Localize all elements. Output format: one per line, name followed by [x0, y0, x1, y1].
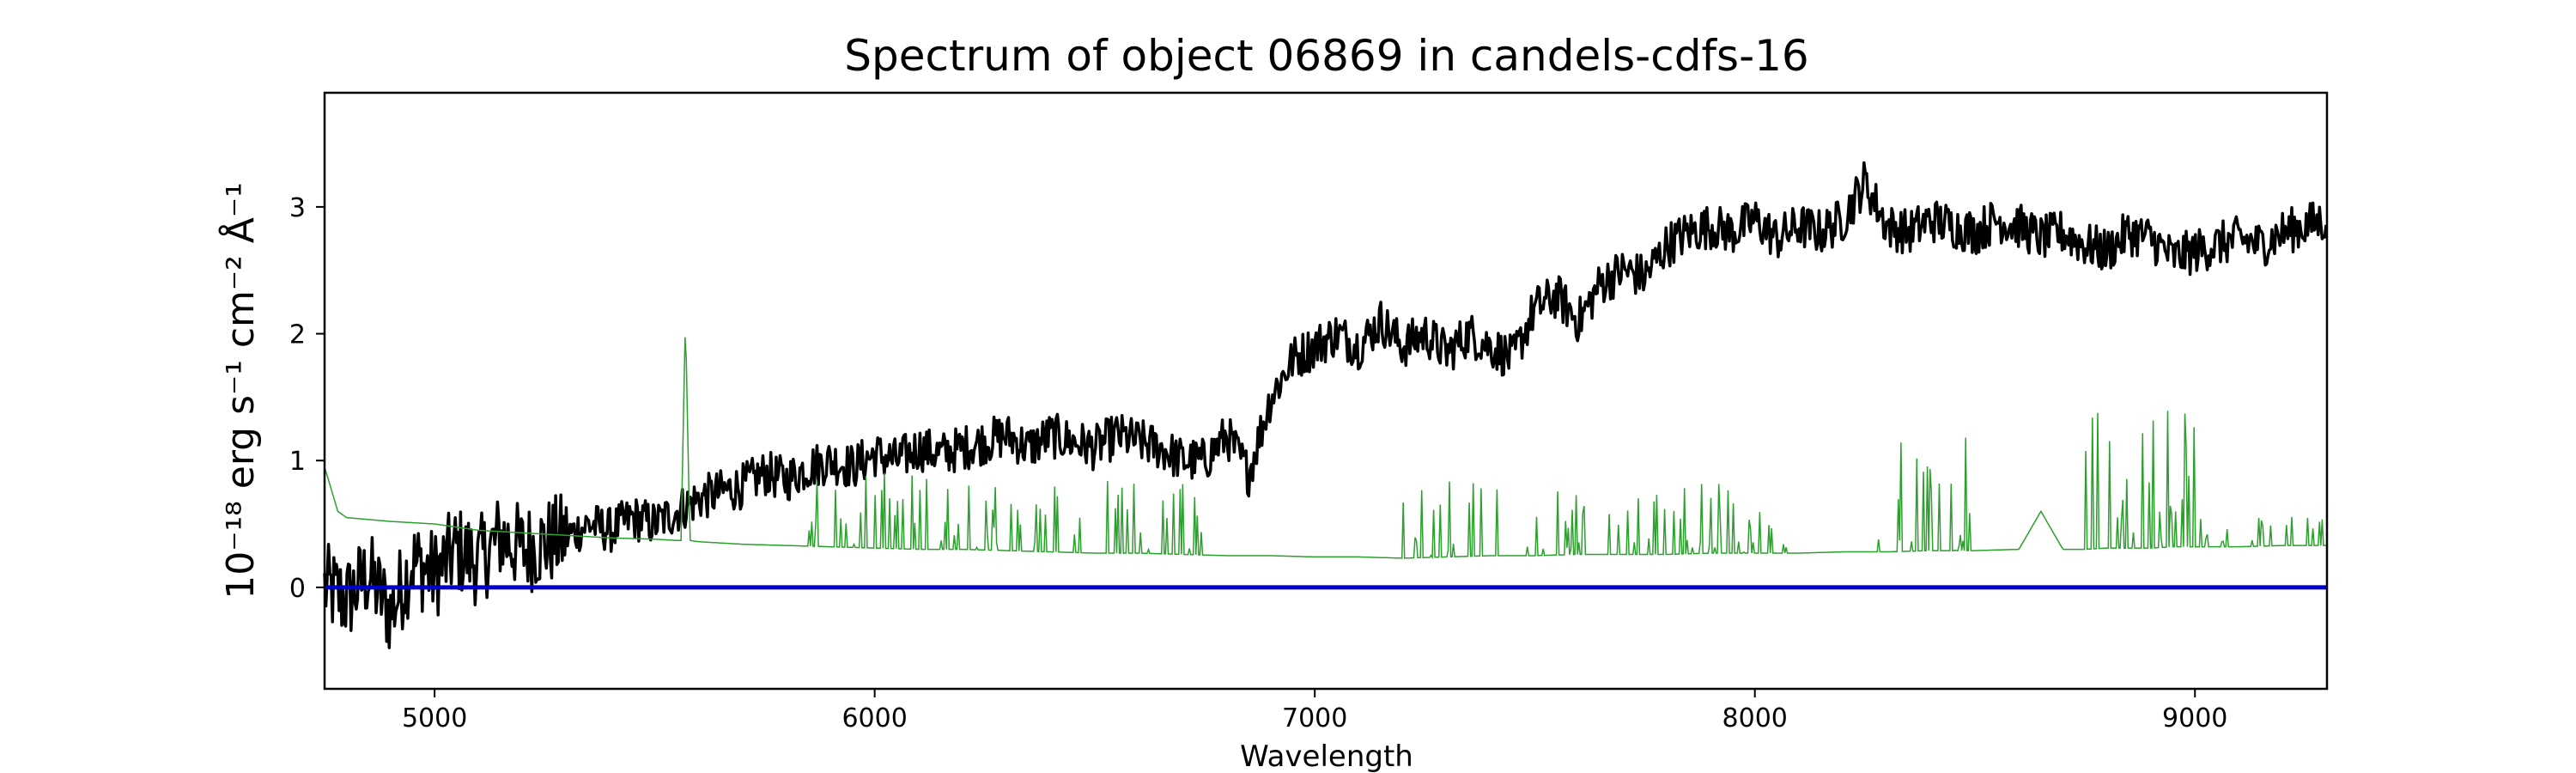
error-series-line [324, 337, 2326, 560]
y-tick-label: 1 [289, 447, 306, 477]
flux-series-line [323, 161, 2328, 649]
x-axis-label: Wavelength [1240, 740, 1413, 773]
y-tick-label: 0 [289, 574, 306, 604]
x-tick-label: 8000 [1722, 703, 1788, 733]
y-tick-label: 2 [289, 320, 306, 350]
x-tick-label: 6000 [841, 703, 907, 733]
x-tick-label: 5000 [402, 703, 467, 733]
y-tick-label: 3 [289, 193, 306, 223]
y-axis-label: 10⁻¹⁸ erg s⁻¹ cm⁻² Å⁻¹ [217, 182, 263, 599]
plot-frame [323, 91, 2329, 691]
x-tick-label: 9000 [2162, 703, 2227, 733]
plot-area: 5000 6000 7000 8000 9000 0 1 2 3 [289, 91, 2329, 733]
chart-title: Spectrum of object 06869 in candels-cdfs… [844, 31, 1809, 81]
x-tick-label: 7000 [1282, 703, 1347, 733]
